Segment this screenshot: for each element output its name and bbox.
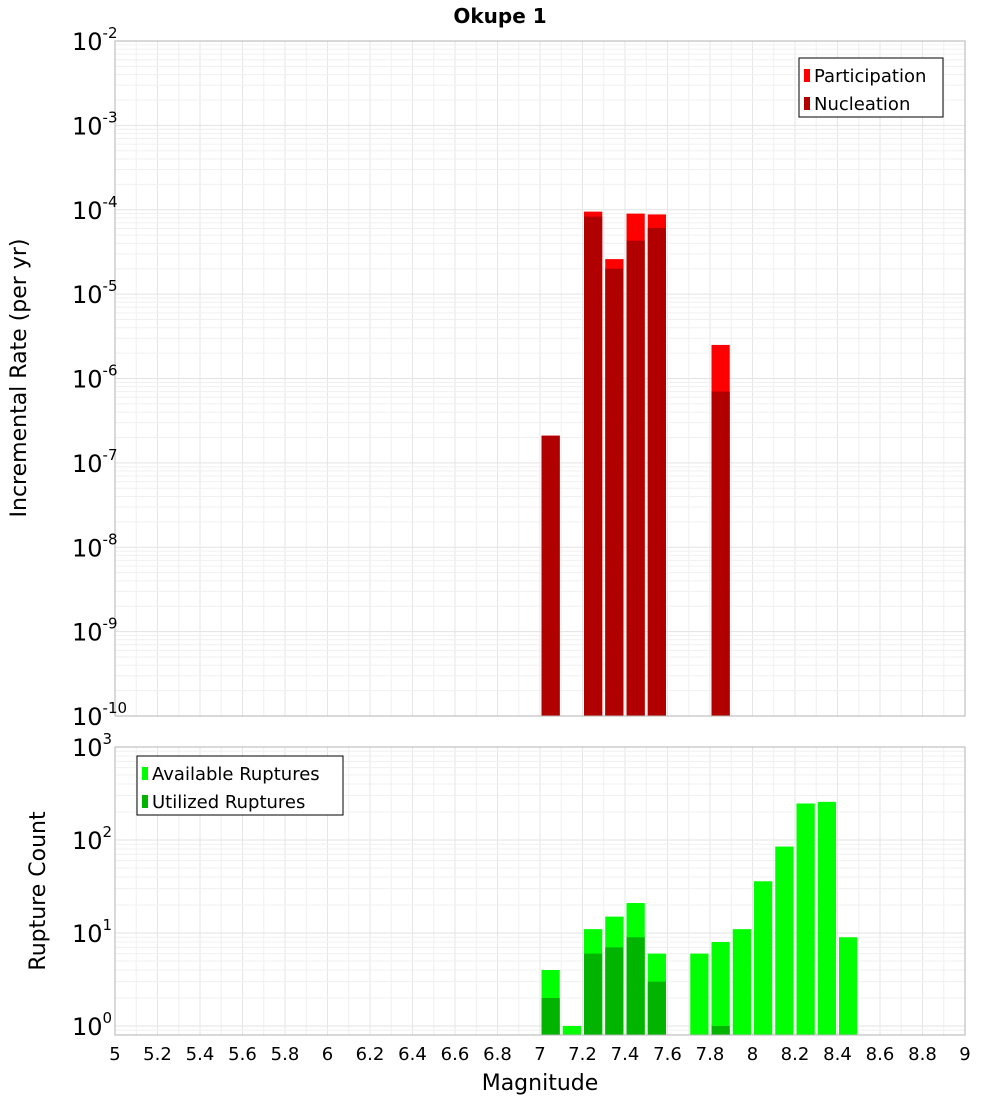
x-tick-label: 7 [534, 1044, 545, 1065]
legend-swatch [142, 767, 148, 780]
count-plot-frame [114, 746, 966, 1036]
x-tick-label: 7.6 [653, 1044, 682, 1065]
y-tick-label: 10-9 [72, 615, 118, 647]
x-tick-label: 5.4 [186, 1044, 215, 1065]
legend-label: Nucleation [814, 94, 910, 115]
x-tick-label: 6.6 [441, 1044, 470, 1065]
bar-nucleation-7.45 [626, 240, 645, 717]
x-axis-label: Magnitude [482, 1071, 599, 1096]
rate-bars [541, 211, 730, 717]
legend-swatch [804, 69, 810, 82]
rate-panel: 10-10 10-9 10-8 10-7 10-6 10-5 10-4 10-3 10-2 Par… [72, 24, 966, 731]
bar-nucleation-7.35 [605, 268, 624, 716]
x-tick-label: 6.4 [398, 1044, 427, 1065]
legend-swatch [142, 795, 148, 808]
rate-y-tick-labels: 10-10 10-9 10-8 10-7 10-6 10-5 10-4 10-3 10-2 [72, 24, 127, 731]
x-tick-label: 7.2 [568, 1044, 597, 1065]
legend-label: Participation [814, 66, 926, 87]
rate-legend: Participation Nucleation [798, 57, 944, 118]
bar-nucleation-7.85 [711, 391, 730, 716]
x-tick-label: 5.2 [143, 1044, 172, 1065]
y-tick-label: 102 [72, 823, 112, 855]
x-tick-label: 7.4 [611, 1044, 640, 1065]
bar-utilized-ruptures-7.25 [584, 953, 603, 1035]
y-tick-label: 10-6 [72, 362, 118, 394]
bar-nucleation-7.55 [647, 227, 666, 716]
legend-label: Available Ruptures [152, 764, 320, 785]
x-tick-label: 5.8 [271, 1044, 300, 1065]
x-tick-label: 7.8 [696, 1044, 725, 1065]
x-tick-label: 8.8 [908, 1044, 937, 1065]
x-tick-label: 8 [747, 1044, 758, 1065]
bar-available-ruptures-8.35 [817, 801, 836, 1035]
x-tick-label: 8.4 [823, 1044, 852, 1065]
x-tick-label: 6.8 [483, 1044, 512, 1065]
bar-nucleation-7.05 [541, 435, 560, 716]
x-tick-label: 8.2 [781, 1044, 810, 1065]
legend-label: Utilized Ruptures [152, 792, 305, 813]
count-bars [541, 801, 858, 1035]
y-tick-label: 10-7 [72, 446, 118, 478]
rate-plot-frame [114, 40, 966, 717]
legend-swatch [804, 97, 810, 110]
y-tick-label: 10-8 [72, 530, 118, 562]
bar-available-ruptures-7.85 [711, 942, 730, 1035]
rate-gridlines [114, 40, 966, 717]
y-tick-label: 10-2 [72, 24, 118, 56]
bar-available-ruptures-8.05 [754, 881, 773, 1035]
bar-available-ruptures-7.95 [732, 929, 751, 1035]
y-tick-label: 103 [72, 730, 112, 762]
x-tick-label: 6 [322, 1044, 333, 1065]
chart-title: Okupe 1 [453, 4, 546, 28]
count-y-tick-labels: 100 101 102 103 [72, 730, 112, 1041]
bar-available-ruptures-7.75 [690, 953, 709, 1035]
x-tick-label: 6.2 [356, 1044, 385, 1065]
x-tick-label: 5.6 [228, 1044, 257, 1065]
legend-box [136, 755, 344, 816]
bar-available-ruptures-7.15 [562, 1025, 581, 1035]
y-tick-label: 10-3 [72, 108, 118, 140]
bar-available-ruptures-8.25 [796, 803, 815, 1035]
y-axis-label-rate: Incremental Rate (per yr) [7, 239, 32, 518]
y-tick-label: 101 [72, 916, 112, 948]
x-tick-label: 9 [959, 1044, 970, 1065]
x-tick-label: 5 [109, 1044, 120, 1065]
x-tick-label: 8.6 [866, 1044, 895, 1065]
bar-available-ruptures-8.45 [839, 937, 858, 1035]
legend-box [798, 57, 944, 118]
y-tick-label: 10-4 [72, 193, 118, 225]
bar-utilized-ruptures-7.45 [626, 937, 645, 1035]
y-tick-label: 10-10 [72, 699, 127, 731]
bar-nucleation-7.25 [584, 216, 603, 716]
x-tick-labels: 5 5.2 5.4 5.6 5.8 6 6.2 6.4 6.6 6.8 7 7.2 7.4 7.6 7.8 8… [109, 1044, 970, 1065]
bar-utilized-ruptures-7.85 [711, 1025, 730, 1035]
bar-utilized-ruptures-7.05 [541, 997, 560, 1035]
y-axis-label-count: Rupture Count [26, 811, 51, 971]
y-tick-label: 100 [72, 1009, 112, 1041]
bar-available-ruptures-8.15 [775, 846, 794, 1035]
bar-utilized-ruptures-7.35 [605, 947, 624, 1035]
count-panel: 100 101 102 103 Available Ruptures Utilized R… [72, 730, 971, 1065]
y-tick-label: 10-5 [72, 277, 118, 309]
bar-utilized-ruptures-7.55 [647, 981, 666, 1035]
count-legend: Available Ruptures Utilized Ruptures [136, 755, 344, 816]
